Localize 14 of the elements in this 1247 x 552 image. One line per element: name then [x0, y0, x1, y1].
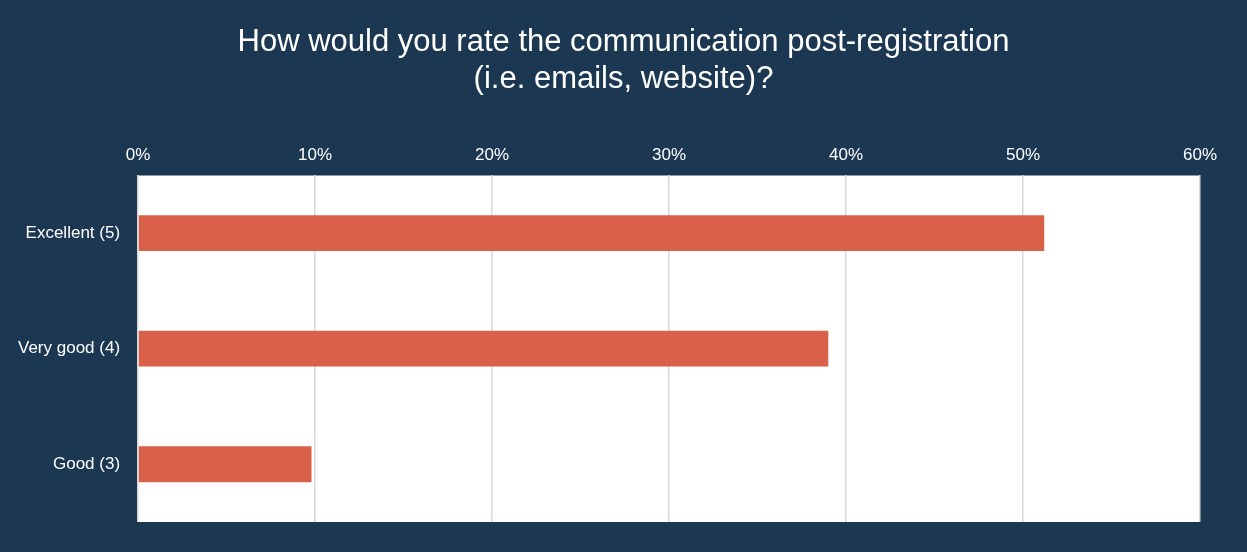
x-tick-label: 60%: [1182, 144, 1218, 164]
x-tick-label: 40%: [829, 144, 864, 164]
y-tick-label: Excellent (5): [25, 222, 121, 242]
y-tick-label: Good (3): [52, 453, 121, 473]
bar: [138, 330, 829, 367]
x-tick-label: 20%: [475, 144, 510, 164]
x-tick-label: 50%: [1005, 144, 1041, 164]
x-tick-label: 30%: [652, 144, 687, 164]
bar: [138, 446, 312, 483]
bar: [138, 215, 1045, 252]
x-tick-label: 10%: [298, 144, 333, 164]
x-tick-label: 0%: [125, 144, 151, 164]
y-tick-label: Very good (4): [18, 338, 121, 358]
chart-title: How would you rate the communication post-registration (i.e. emails, website)?: [236, 22, 1011, 96]
